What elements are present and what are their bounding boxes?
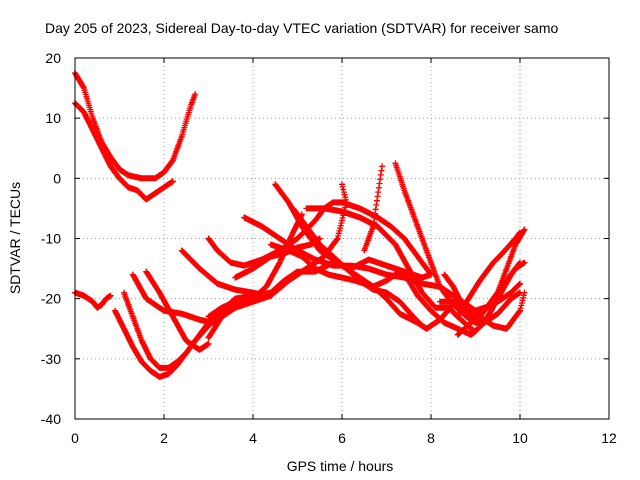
axis-ticks: 0 2 4 6 8 10 12 -40 -30 -20 -10 0 10 20: [41, 50, 617, 446]
x-tick-label: 0: [71, 430, 79, 446]
data-point-markers: [361, 163, 386, 254]
y-tick-label: -10: [41, 231, 61, 247]
y-tick-label: 0: [53, 170, 61, 186]
data-series-track-19: [361, 163, 386, 254]
y-axis-label: SDTVAR / TECUs: [7, 182, 23, 294]
data-series-track-25: [436, 289, 528, 332]
data-point-markers: [267, 241, 359, 284]
data-point-markers: [436, 289, 528, 332]
data-series-track-7: [143, 268, 212, 353]
y-tick-label: -30: [41, 351, 61, 367]
data-series-track-5: [121, 289, 190, 371]
x-tick-label: 8: [427, 430, 435, 446]
data-point-markers: [121, 289, 190, 371]
data-series-track-14: [267, 241, 359, 284]
y-tick-label: -40: [41, 411, 61, 427]
x-tick-label: 4: [249, 430, 257, 446]
x-tick-label: 2: [160, 430, 168, 446]
x-tick-label: 12: [601, 430, 617, 446]
x-tick-label: 6: [338, 430, 346, 446]
chart-title: Day 205 of 2023, Sidereal Day-to-day VTE…: [45, 20, 558, 36]
data-series: [72, 70, 528, 380]
y-tick-label: 20: [45, 50, 61, 66]
x-axis-label: GPS time / hours: [287, 458, 394, 474]
y-tick-label: 10: [45, 110, 61, 126]
x-tick-label: 10: [512, 430, 528, 446]
y-tick-label: -20: [41, 291, 61, 307]
data-point-markers: [143, 268, 212, 353]
